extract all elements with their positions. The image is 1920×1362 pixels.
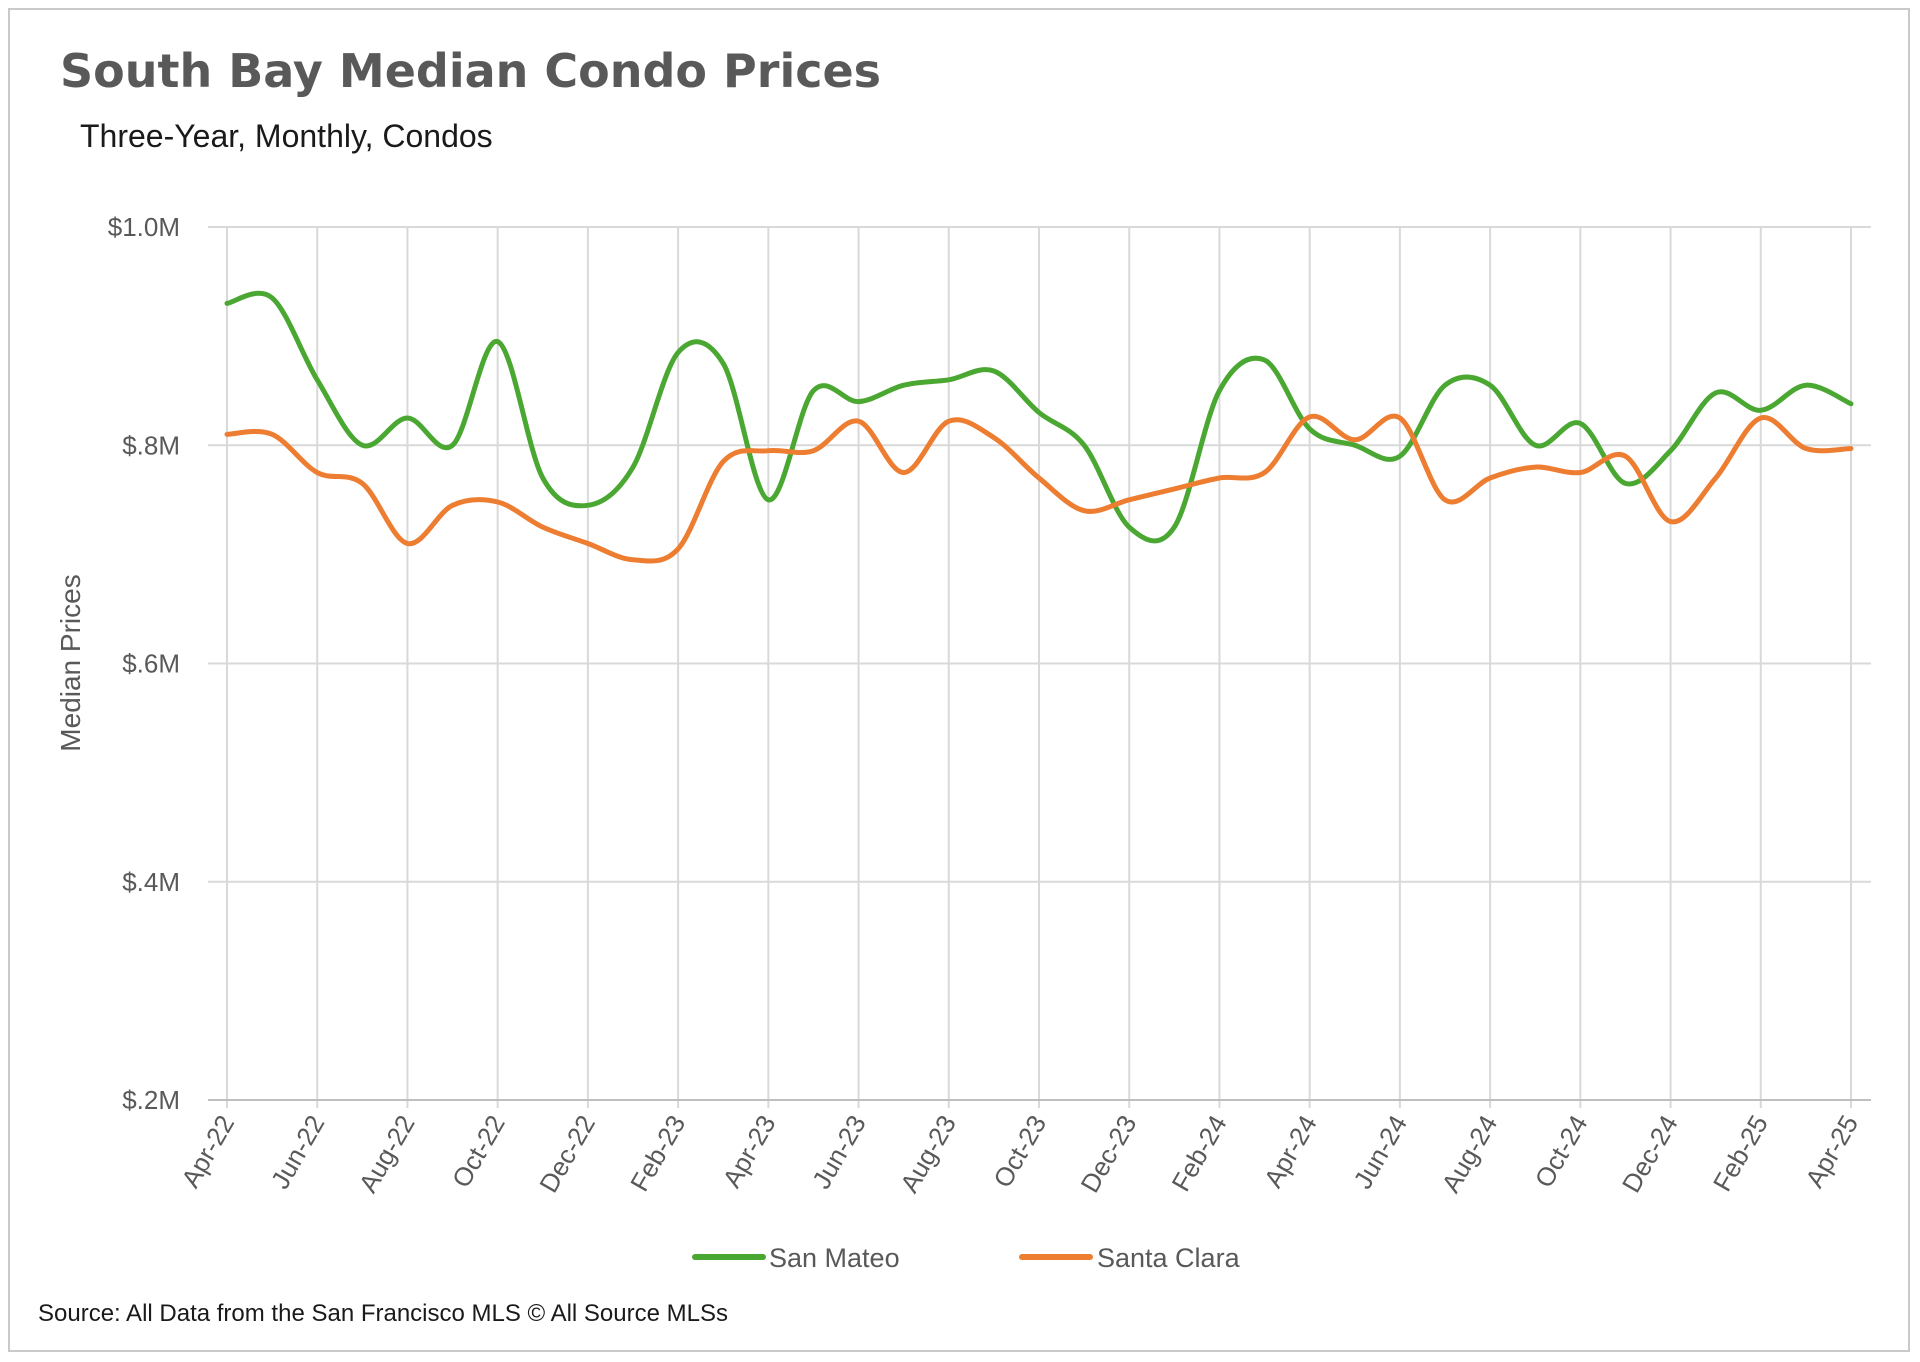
series-lines bbox=[224, 290, 1854, 564]
y-axis-label: Median Prices bbox=[55, 574, 86, 751]
x-tick-label: Dec-24 bbox=[1616, 1110, 1684, 1198]
legend-label: Santa Clara bbox=[1097, 1243, 1241, 1273]
x-tick-label: Apr-25 bbox=[1799, 1110, 1864, 1193]
x-tick-label: Oct-24 bbox=[1529, 1110, 1594, 1193]
x-tick-label: Feb-25 bbox=[1707, 1110, 1774, 1196]
series-line-santa-clara bbox=[224, 413, 1854, 564]
x-tick-label: Oct-22 bbox=[446, 1110, 511, 1193]
y-tick-label: $.4M bbox=[122, 867, 180, 897]
x-tick-label: Feb-24 bbox=[1165, 1110, 1232, 1196]
legend: San Mateo Santa Clara bbox=[692, 1243, 1241, 1273]
x-tick-label: Apr-24 bbox=[1258, 1110, 1323, 1193]
legend-label: San Mateo bbox=[769, 1243, 900, 1273]
chart-frame bbox=[8, 8, 1910, 1352]
chart-subtitle: Three-Year, Monthly, Condos bbox=[80, 118, 493, 154]
y-tick-label: $.6M bbox=[122, 649, 180, 679]
y-axis-ticks: $1.0M $.8M $.6M $.4M $.2M bbox=[108, 212, 180, 1115]
x-axis-ticks: Apr-22 Jun-22 Aug-22 Oct-22 Dec-22 Feb-23 Apr-… bbox=[175, 1110, 1864, 1198]
x-tick-label: Feb-23 bbox=[624, 1110, 691, 1196]
x-tick-label: Jun-22 bbox=[265, 1110, 331, 1194]
x-tick-label: Aug-24 bbox=[1435, 1110, 1503, 1198]
x-tick-label: Jun-23 bbox=[806, 1110, 872, 1194]
x-tick-label: Apr-22 bbox=[175, 1110, 240, 1193]
x-tick-label: Aug-23 bbox=[894, 1110, 962, 1198]
source-note: Source: All Data from the San Francisco … bbox=[38, 1300, 728, 1327]
y-tick-label: $.8M bbox=[122, 430, 180, 460]
x-tick-label: Apr-23 bbox=[717, 1110, 782, 1193]
y-tick-label: $1.0M bbox=[108, 212, 180, 242]
x-tick-label: Jun-24 bbox=[1347, 1110, 1413, 1194]
x-tick-label: Aug-22 bbox=[353, 1110, 421, 1198]
x-tick-label: Oct-23 bbox=[987, 1110, 1052, 1193]
chart-title: South Bay Median Condo Prices bbox=[60, 44, 882, 98]
series-line-san-mateo bbox=[224, 290, 1854, 544]
x-tick-label: Dec-23 bbox=[1075, 1110, 1143, 1198]
gridlines bbox=[208, 226, 1871, 1108]
x-tick-label: Dec-22 bbox=[533, 1110, 601, 1198]
y-tick-label: $.2M bbox=[122, 1085, 180, 1115]
